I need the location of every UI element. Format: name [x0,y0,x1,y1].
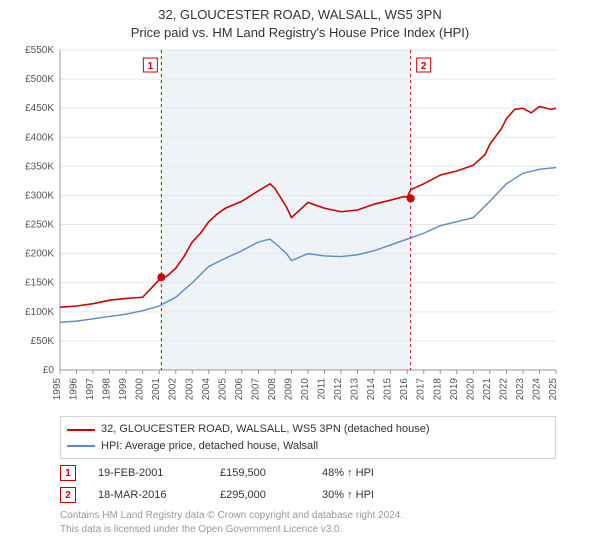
title-line-2: Price paid vs. HM Land Registry's House … [0,24,600,42]
svg-text:2016: 2016 [399,378,410,401]
chart: £0 £50K £100K £150K £200K £250K £300K £350K £400… [0,42,600,412]
event-date: 19-FEB-2001 [98,467,198,479]
svg-text:2020: 2020 [465,378,476,401]
svg-text:2010: 2010 [300,378,311,401]
legend-label: 32, GLOUCESTER ROAD, WALSALL, WS5 3PN (d… [101,421,430,438]
svg-text:2015: 2015 [383,378,394,401]
event-price: £159,500 [220,467,300,479]
svg-text:2018: 2018 [432,378,443,401]
svg-text:2022: 2022 [498,378,509,401]
svg-text:£400K: £400K [25,133,54,144]
svg-text:2007: 2007 [250,378,261,401]
legend-swatch [67,445,95,447]
legend-label: HPI: Average price, detached house, Wals… [101,438,318,455]
svg-text:2003: 2003 [184,378,195,401]
chart-title: 32, GLOUCESTER ROAD, WALSALL, WS5 3PN Pr… [0,0,600,42]
event-row: 1 19-FEB-2001 £159,500 48% ↑ HPI [60,465,600,481]
svg-text:£500K: £500K [25,74,54,85]
svg-text:2025: 2025 [548,378,559,401]
event-pct: 48% ↑ HPI [322,467,412,479]
svg-text:£0: £0 [43,365,55,376]
sale-events: 1 19-FEB-2001 £159,500 48% ↑ HPI 2 18-MAR-201… [60,465,600,503]
svg-text:£250K: £250K [25,220,54,231]
svg-text:2009: 2009 [283,378,294,401]
svg-text:2023: 2023 [515,378,526,401]
svg-text:£450K: £450K [25,104,54,115]
svg-text:2006: 2006 [234,378,245,401]
svg-text:£200K: £200K [25,249,54,260]
svg-text:2014: 2014 [366,378,377,401]
svg-text:2004: 2004 [201,378,212,401]
svg-text:2012: 2012 [333,378,344,401]
svg-text:£300K: £300K [25,191,54,202]
event-pct: 30% ↑ HPI [322,489,412,501]
svg-text:2021: 2021 [482,378,493,401]
event-price: £295,000 [220,489,300,501]
svg-text:2: 2 [421,61,427,72]
event-marker: 1 [60,465,76,481]
legend-item: 32, GLOUCESTER ROAD, WALSALL, WS5 3PN (d… [67,421,549,438]
footer: Contains HM Land Registry data © Crown c… [60,509,600,536]
event-row: 2 18-MAR-2016 £295,000 30% ↑ HPI [60,487,600,503]
legend-item: HPI: Average price, detached house, Wals… [67,438,549,455]
svg-text:1995: 1995 [52,378,63,401]
svg-text:1999: 1999 [118,378,129,401]
footer-line-1: Contains HM Land Registry data © Crown c… [60,509,600,523]
svg-text:£50K: £50K [31,336,55,347]
svg-text:1996: 1996 [69,378,80,401]
event-marker: 2 [60,487,76,503]
svg-text:2005: 2005 [217,378,228,401]
footer-line-2: This data is licensed under the Open Gov… [60,523,600,537]
legend: 32, GLOUCESTER ROAD, WALSALL, WS5 3PN (d… [60,416,556,459]
title-line-1: 32, GLOUCESTER ROAD, WALSALL, WS5 3PN [0,6,600,24]
svg-text:£550K: £550K [25,45,54,56]
chart-svg: £0 £50K £100K £150K £200K £250K £300K £350K £400… [0,42,600,412]
svg-text:1998: 1998 [102,378,113,401]
svg-text:2011: 2011 [317,378,328,400]
svg-text:2017: 2017 [416,378,427,401]
svg-text:2008: 2008 [267,378,278,401]
svg-text:2000: 2000 [135,378,146,401]
svg-text:£150K: £150K [25,278,54,289]
svg-text:1997: 1997 [85,378,96,401]
legend-swatch [67,429,95,431]
svg-text:2013: 2013 [350,378,361,401]
svg-text:1: 1 [148,61,154,72]
svg-text:£100K: £100K [25,307,54,318]
svg-text:2002: 2002 [168,378,179,401]
svg-text:£350K: £350K [25,162,54,173]
svg-text:2024: 2024 [531,378,542,401]
root: 32, GLOUCESTER ROAD, WALSALL, WS5 3PN Pr… [0,0,600,560]
svg-text:2019: 2019 [449,378,460,401]
event-date: 18-MAR-2016 [98,489,198,501]
svg-text:2001: 2001 [151,378,162,401]
